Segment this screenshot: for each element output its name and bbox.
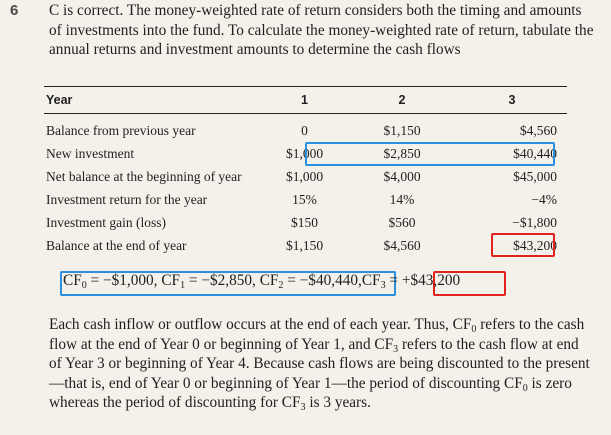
cell-year-3: −$1,800 xyxy=(512,214,557,230)
cell-year-2: $2,850 xyxy=(383,145,421,161)
closing-sub-1: 0 xyxy=(471,324,477,335)
header-year: Year xyxy=(44,86,262,114)
table-header-row: Year 1 2 3 xyxy=(44,86,567,114)
cell-year-1: 0 xyxy=(301,122,308,138)
cell-year-3: $4,560 xyxy=(519,122,557,138)
row-label: New investment xyxy=(46,145,135,161)
closing-sub-4: 3 xyxy=(300,402,306,414)
cell-year-2: 14% xyxy=(389,191,415,207)
row-label: Balance from previous year xyxy=(46,122,196,138)
inflow-formula-highlight-box xyxy=(433,271,506,296)
closing-text-4: is zero whereas the period of discountin… xyxy=(49,374,572,412)
cell-year-3: $40,440 xyxy=(513,145,557,161)
cf0-subscript: 0 xyxy=(81,280,87,291)
cf1-label: CF xyxy=(161,272,181,289)
closing-sub-3: 0 xyxy=(522,382,528,394)
explanation-paragraph: Each cash inflow or outflow occurs at th… xyxy=(49,315,594,413)
cf3-label: CF xyxy=(361,272,381,289)
cell-year-1: $1,000 xyxy=(285,168,324,184)
closing-text-2: refers to the cash flow at the end of Ye… xyxy=(49,316,585,353)
cf3-value: +$43,200 xyxy=(401,272,461,289)
row-label: Net balance at the beginning of year xyxy=(46,168,242,184)
header-year-3: 3 xyxy=(457,86,567,114)
cell-year-2: $560 xyxy=(388,214,416,230)
cf2-label: CF xyxy=(259,272,279,289)
closing-text-3: refers to the cash flow at end of Year 3… xyxy=(49,335,590,392)
cf1-subscript: 1 xyxy=(180,280,186,291)
cf0-label: CF xyxy=(63,272,82,289)
cell-year-2: $1,150 xyxy=(383,122,421,138)
table-row: Investment return for the year 15% 14% −… xyxy=(44,188,567,211)
header-year-1: 1 xyxy=(262,86,347,114)
cell-year-1: 15% xyxy=(292,191,317,207)
cell-year-1: $150 xyxy=(291,214,318,230)
cell-year-3: −4% xyxy=(531,191,557,207)
cell-year-1: $1,000 xyxy=(285,145,324,161)
table-row: Balance from previous year 0 $1,150 $4,5… xyxy=(44,114,567,143)
closing-text-5: is 3 years. xyxy=(305,394,371,412)
ending-balance-highlight-box xyxy=(491,233,555,257)
cell-year-3: $43,200 xyxy=(513,237,557,253)
table-row: New investment $1,000 $2,850 $40,440 xyxy=(44,142,567,165)
cf0-value: = −$1,000, xyxy=(86,272,162,289)
table-row: Balance at the end of year $1,150 $4,560… xyxy=(44,234,567,257)
question-number: 6 xyxy=(10,2,19,19)
closing-text-1: Each cash inflow or outflow occurs at th… xyxy=(49,316,472,333)
cf3-equals: = xyxy=(385,272,402,289)
cf1-value: = −$2,850, xyxy=(185,272,260,289)
cash-flow-table: Year 1 2 3 Balance from previous year 0 … xyxy=(44,86,567,257)
closing-sub-2: 3 xyxy=(393,343,399,355)
cell-year-1: $1,150 xyxy=(285,237,324,253)
table-row: Net balance at the beginning of year $1,… xyxy=(44,165,567,188)
cf3-subscript: 3 xyxy=(380,280,386,291)
new-investment-highlight-box xyxy=(305,142,555,166)
cash-flow-formula: CF0 = −$1,000, CF1 = −$2,850, CF2 = −$40… xyxy=(63,272,460,291)
table-row: Investment gain (loss) $150 $560 −$1,800 xyxy=(44,211,567,234)
answer-intro-paragraph: C is correct. The money-weighted rate of… xyxy=(49,2,594,59)
cf2-value: = −$40,440, xyxy=(283,272,362,289)
header-year-2: 2 xyxy=(347,86,457,114)
row-label: Investment return for the year xyxy=(46,191,208,207)
cell-year-3: $45,000 xyxy=(513,168,557,184)
cf2-subscript: 2 xyxy=(278,280,284,291)
row-label: Investment gain (loss) xyxy=(46,214,166,230)
outflows-formula-highlight-box xyxy=(60,271,396,296)
row-label: Balance at the end of year xyxy=(46,237,187,253)
cell-year-2: $4,000 xyxy=(383,168,421,184)
cell-year-2: $4,560 xyxy=(383,237,421,253)
